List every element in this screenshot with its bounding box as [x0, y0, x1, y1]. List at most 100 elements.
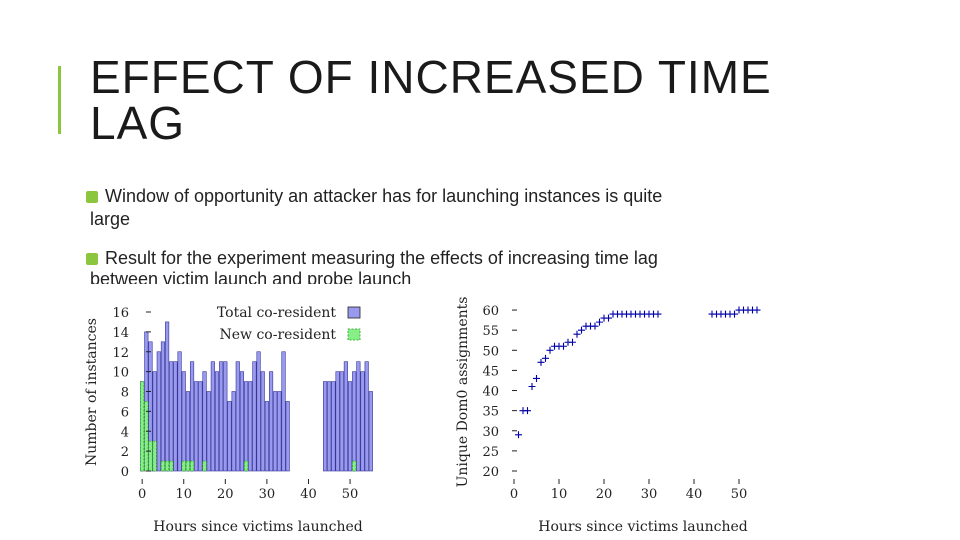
y-tick-label: 10	[112, 366, 129, 381]
bar-total	[214, 371, 220, 472]
legend-label-new: New co-resident	[220, 327, 337, 343]
bar-total	[252, 361, 257, 472]
data-point	[546, 346, 554, 354]
data-point	[560, 342, 567, 350]
bullet-item: Result for the experiment measuring the …	[86, 247, 658, 270]
bar-total	[331, 381, 336, 472]
bar-new	[202, 460, 207, 472]
bar-total	[165, 321, 170, 472]
y-tick-label: 0	[121, 465, 129, 480]
data-point	[533, 374, 540, 382]
bar-total	[277, 391, 282, 472]
bar-total	[364, 361, 369, 472]
y-tick-label: 30	[482, 425, 499, 440]
bar-total	[343, 361, 348, 472]
bar-total	[339, 371, 344, 472]
data-point	[515, 431, 522, 439]
x-tick-label: 40	[686, 487, 703, 502]
scatter-chart: Unique Dom0 assignments Hours since vict…	[455, 297, 761, 535]
bar-total	[281, 351, 286, 472]
bar-total	[202, 371, 207, 472]
bar-new	[152, 440, 157, 472]
y-tick-label: 35	[482, 405, 499, 420]
bar-new	[160, 460, 166, 472]
bullet-text: Result for the experiment measuring the …	[105, 248, 658, 268]
bar-new	[352, 460, 357, 472]
bar-total	[169, 361, 174, 472]
y-tick-label: 55	[482, 324, 499, 339]
y-tick-label: 8	[121, 386, 129, 401]
data-point	[524, 407, 531, 415]
bar-total	[194, 381, 199, 472]
data-point	[542, 354, 549, 362]
x-tick-label: 10	[551, 487, 568, 502]
bar-total	[260, 371, 265, 472]
y-tick-label: 50	[482, 344, 499, 359]
y-tick-label: 60	[482, 304, 499, 319]
x-tick-label: 50	[342, 487, 359, 502]
bar-total	[206, 391, 211, 472]
data-point	[596, 318, 603, 326]
y-tick-label: 12	[112, 346, 129, 361]
bar-new	[181, 460, 186, 472]
legend-swatch-total	[347, 306, 361, 319]
bar-total	[268, 371, 274, 472]
bar-total	[244, 381, 249, 472]
checkbox-bullet-icon	[86, 191, 98, 203]
y-tick-label: 6	[121, 405, 129, 420]
x-tick-label: 0	[138, 487, 146, 502]
legend-swatch-new	[347, 328, 361, 341]
y-tick-label: 14	[112, 326, 129, 341]
x-tick-label: 20	[217, 487, 234, 502]
bar-total	[227, 401, 232, 472]
bar-total	[210, 361, 215, 472]
bar-total	[189, 361, 195, 472]
x-tick-label: 30	[259, 487, 276, 502]
data-point	[573, 330, 581, 338]
bullet-text-clipped: between victim launch and probe launch	[86, 270, 586, 284]
bar-chart: Number of instances Hours since victims …	[84, 305, 373, 535]
bar-total	[239, 371, 245, 472]
x-tick-label: 30	[641, 487, 658, 502]
y-tick-label: 16	[112, 306, 129, 321]
bar-new	[169, 460, 174, 472]
bar-total	[273, 391, 278, 472]
y-axis-label: Unique Dom0 assignments	[455, 297, 471, 488]
bar-total	[285, 401, 290, 472]
checkbox-bullet-icon	[86, 253, 98, 265]
bar-total	[156, 351, 161, 472]
bar-total	[323, 381, 328, 472]
x-tick-label: 0	[510, 487, 518, 502]
slide-title: EFFECT OF INCREASED TIME LAG	[90, 51, 772, 149]
bar-total	[360, 371, 365, 472]
legend: Total co-resident New co-resident	[217, 305, 361, 343]
bar-new	[189, 460, 195, 472]
bar-total	[235, 361, 240, 472]
bar-new	[140, 381, 145, 472]
bar-total	[198, 381, 203, 472]
data-point	[731, 310, 738, 318]
bar-total	[327, 381, 332, 472]
data-point	[591, 322, 599, 330]
bullet-item: Window of opportunity an attacker has fo…	[86, 185, 662, 231]
data-point	[537, 358, 545, 366]
bar-total	[256, 351, 261, 472]
bar-total	[352, 371, 357, 472]
data-point	[569, 338, 576, 346]
bar-total	[368, 391, 373, 472]
bar-new	[185, 460, 191, 472]
bar-total	[177, 351, 182, 472]
bullet-text: between victim launch and probe launch	[90, 270, 412, 284]
bar-total	[219, 361, 224, 472]
bar-total	[356, 361, 361, 472]
legend-label-total: Total co-resident	[217, 305, 336, 321]
bar-new	[243, 460, 249, 472]
data-point	[578, 326, 585, 334]
bar-new	[164, 460, 170, 472]
data-point	[528, 383, 536, 390]
x-tick-label: 10	[175, 487, 192, 502]
x-axis-label: Hours since victims launched	[538, 519, 747, 535]
bar-total	[347, 381, 353, 472]
bar-total	[248, 381, 253, 472]
x-tick-label: 40	[300, 487, 317, 502]
